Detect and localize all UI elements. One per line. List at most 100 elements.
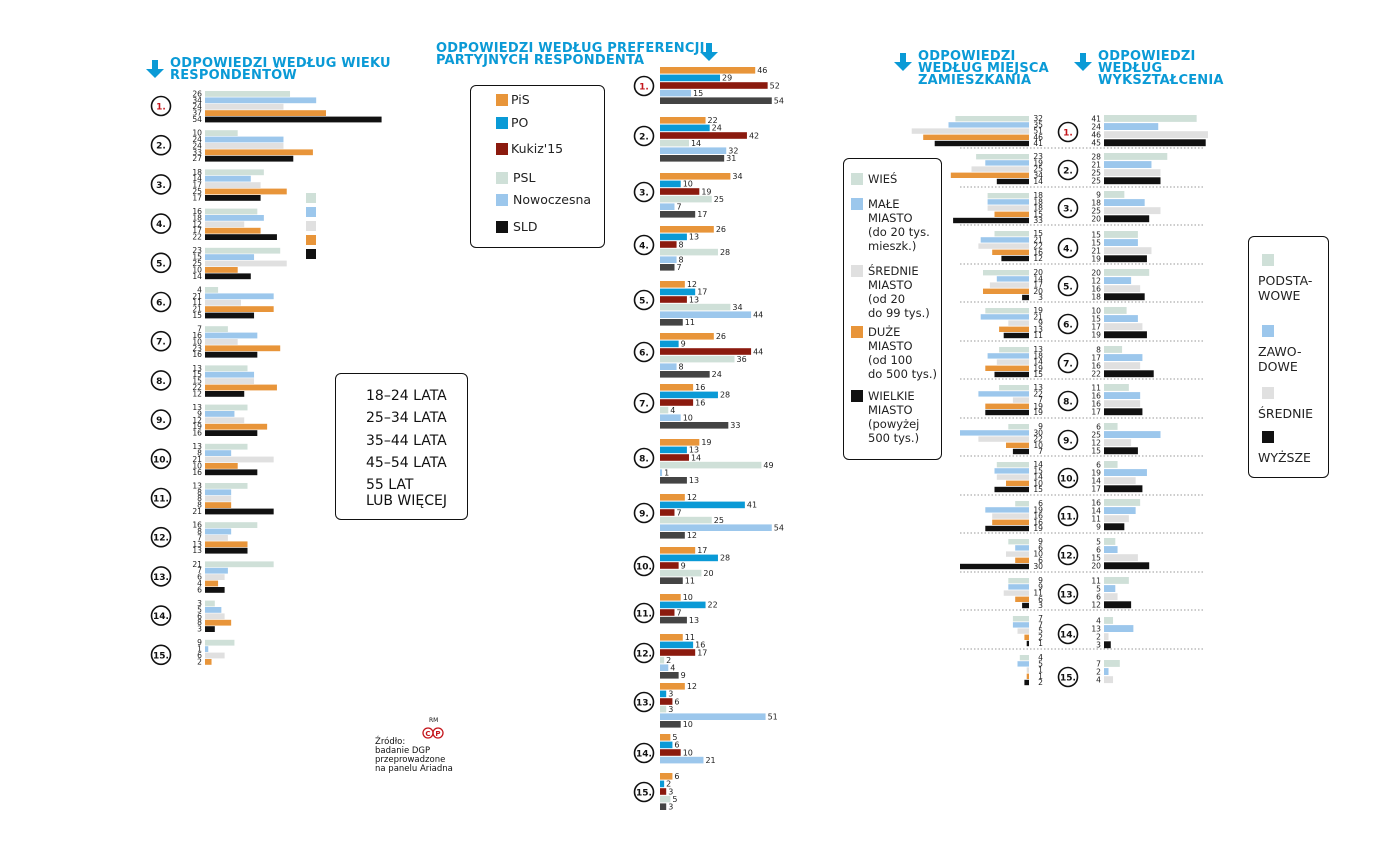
age-bar (205, 136, 284, 143)
edu-q12-label: 12. (1060, 552, 1076, 562)
party-bar (660, 609, 675, 616)
place-value-label: 20 (1033, 287, 1043, 296)
party-q3-label: 3. (639, 189, 649, 199)
age-value-label: 27 (192, 154, 202, 163)
age-bar (205, 287, 219, 293)
party-bar (660, 173, 731, 180)
place-label-srednie-4: do 99 tys.) (868, 306, 930, 320)
age-value-label: 21 (192, 292, 202, 301)
edu-value-label: 3 (1096, 641, 1101, 650)
party-value-label: 4 (670, 664, 675, 673)
edu-bar (1104, 477, 1136, 485)
age-bar (205, 508, 274, 515)
edu-value-label: 17 (1091, 408, 1101, 417)
place-value-label: 19 (1033, 408, 1043, 417)
age-bar (205, 149, 313, 156)
place-bar (1008, 424, 1029, 430)
place-bar (1015, 545, 1029, 551)
age-legend-4: 45–54 LATA (366, 455, 447, 471)
edu-bar (1104, 123, 1159, 130)
age-value-label: 4 (197, 285, 202, 294)
place-bar (1022, 294, 1029, 301)
party-value-label: 8 (679, 363, 684, 372)
age-q8-circle (150, 370, 172, 391)
age-value-label: 11 (192, 298, 202, 307)
legend-label-psl: PSL (513, 170, 536, 185)
edu-bar (1104, 676, 1114, 684)
edu-bar (1104, 431, 1161, 438)
party-bar (660, 288, 696, 296)
party-value-label: 13 (689, 616, 699, 625)
party-value-label: 7 (676, 203, 681, 212)
party-bar (660, 547, 696, 554)
place-bar (960, 430, 1029, 436)
edu-q3-label: 3. (1063, 205, 1073, 215)
party-value-label: 16 (695, 383, 705, 392)
age-value-label: 16 (192, 207, 202, 216)
age-q11-circle (150, 487, 172, 509)
edu-value-label: 28 (1091, 152, 1101, 161)
edu-value-label: 19 (1091, 468, 1101, 477)
party-bar (660, 264, 675, 271)
age-bar (205, 188, 287, 195)
party-q13-label: 13. (636, 699, 652, 709)
arrow-down-icon (700, 43, 718, 61)
age-bar (205, 215, 264, 221)
place-value-label: 18 (1033, 351, 1043, 360)
arrow-down-icon (894, 53, 912, 71)
party-bar (660, 371, 710, 378)
party-bar (660, 333, 714, 340)
edu-value-label: 4 (1096, 616, 1101, 625)
place-value-label: 19 (1033, 505, 1043, 514)
place-bar (994, 486, 1029, 493)
age-bar (205, 613, 225, 620)
age-bar (205, 404, 248, 411)
age-bar (205, 227, 261, 234)
edu-value-label: 5 (1096, 584, 1101, 593)
party-bar (660, 634, 683, 641)
party-bar (660, 698, 673, 705)
edu-bar (1104, 207, 1161, 215)
place-bar (1026, 640, 1029, 647)
place-bar (978, 391, 1029, 397)
age-bar (205, 351, 258, 358)
age-value-label: 13 (192, 540, 202, 549)
edu-value-label: 10 (1091, 306, 1101, 315)
edu-bar (1104, 617, 1114, 624)
age-value-label: 13 (192, 546, 202, 555)
edu-value-label: 6 (1096, 593, 1101, 602)
place-bar (999, 385, 1029, 391)
age-value-label: 16 (192, 468, 202, 477)
edu-q9-label: 9. (1063, 437, 1073, 447)
party-bar (660, 664, 669, 671)
age-value-label: 23 (192, 344, 202, 353)
edu-value-label: 14 (1091, 506, 1101, 515)
party-value-label: 13 (689, 446, 699, 455)
age-value-label: 8 (197, 488, 202, 497)
place-label-srednie-3: (od 20 (868, 292, 906, 306)
edu-value-label: 15 (1091, 238, 1101, 247)
place-value-label: 30 (1033, 562, 1043, 571)
place-header-line2: WEDŁUG MIEJSCA (918, 61, 1049, 76)
party-value-label: 13 (689, 233, 699, 242)
party-value-label: 44 (753, 347, 763, 356)
party-bar (660, 601, 706, 609)
age-swatch-4 (306, 235, 316, 245)
age-bar (205, 619, 232, 626)
place-value-label: 22 (1033, 389, 1043, 398)
party-value-label: 46 (757, 66, 767, 75)
party-bar (660, 391, 718, 399)
edu-value-label: 22 (1091, 370, 1101, 379)
age-value-label: 18 (192, 168, 202, 177)
party-bar (660, 311, 752, 318)
party-bar (660, 741, 673, 749)
party-value-label: 4 (670, 406, 675, 415)
age-bar (205, 417, 245, 424)
place-bar (987, 353, 1029, 359)
age-bar (205, 332, 258, 339)
place-value-label: 10 (1033, 479, 1043, 488)
age-bar (205, 659, 212, 665)
age-q13-circle (150, 566, 172, 587)
age-bar (205, 208, 258, 215)
